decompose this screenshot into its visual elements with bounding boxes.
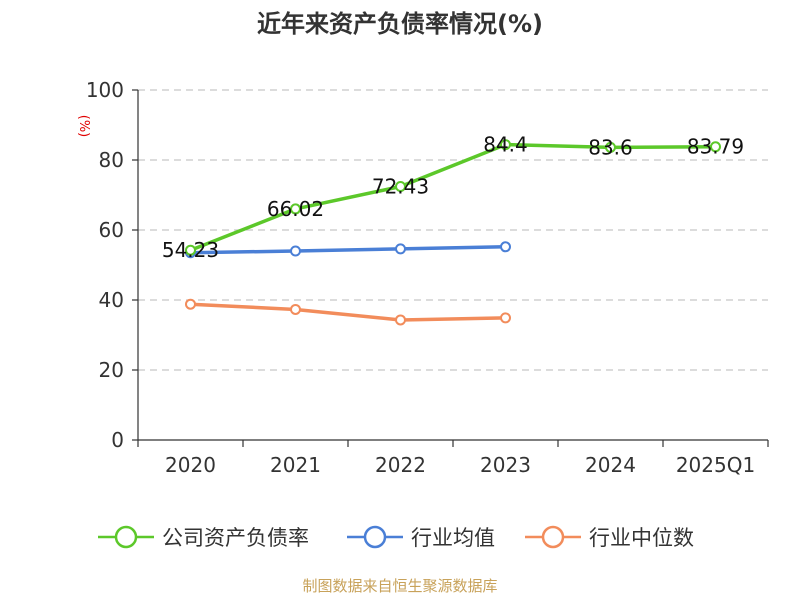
data-point <box>185 244 196 256</box>
y-tick-labels: 0 20 40 60 80 100 <box>86 78 124 452</box>
axes <box>132 89 769 447</box>
data-point <box>500 241 511 253</box>
data-point <box>290 245 301 257</box>
data-point <box>185 298 196 310</box>
data-point <box>290 303 301 315</box>
y-tick-label: 40 <box>99 288 124 312</box>
x-tick-label: 2024 <box>585 453 636 477</box>
x-tick-label: 2021 <box>270 453 321 477</box>
y-tick-label: 100 <box>86 78 124 102</box>
legend-marker <box>541 525 565 549</box>
data-labels: 54.23 66.02 72.43 84.4 83.6 83.79 <box>162 133 744 263</box>
data-label: 84.4 <box>483 133 528 157</box>
chart-title: 近年来资产负债率情况(%) <box>257 10 543 38</box>
x-tick-label: 2023 <box>480 453 531 477</box>
x-tick-label: 2025Q1 <box>676 453 755 477</box>
data-point <box>395 180 406 192</box>
data-point <box>500 139 511 151</box>
data-label: 54.23 <box>162 238 219 262</box>
y-tick-label: 0 <box>111 428 124 452</box>
data-point <box>500 312 511 324</box>
data-point <box>290 203 301 215</box>
data-point <box>395 314 406 326</box>
y-tick-label: 20 <box>99 358 124 382</box>
series-line <box>188 302 508 322</box>
y-tick-label: 60 <box>99 218 124 242</box>
legend-label: 公司资产负债率 <box>162 526 309 550</box>
gridlines <box>138 89 768 371</box>
legend-marker <box>363 525 387 549</box>
data-label: 66.02 <box>267 197 324 221</box>
x-tick-label: 2020 <box>165 453 216 477</box>
data-label: 83.79 <box>687 135 744 159</box>
source-note: 制图数据来自恒生聚源数据库 <box>302 577 497 595</box>
y-axis-unit-label: (%) <box>76 115 91 138</box>
legend-label: 行业中位数 <box>589 526 694 550</box>
x-tick-labels: 2020 2021 2022 2023 2024 2025Q1 <box>165 453 755 477</box>
legend-label: 行业均值 <box>411 526 495 550</box>
series-group <box>185 139 721 326</box>
series-line <box>188 142 718 252</box>
data-label: 72.43 <box>372 174 429 198</box>
data-point <box>605 141 616 153</box>
data-label: 83.6 <box>588 135 633 159</box>
data-point <box>395 243 406 255</box>
legend-marker <box>114 525 138 549</box>
legend: 公司资产负债率 行业均值 行业中位数 <box>98 525 694 550</box>
y-tick-label: 80 <box>99 148 124 172</box>
series-line <box>188 245 508 255</box>
x-tick-label: 2022 <box>375 453 426 477</box>
data-point <box>710 141 721 153</box>
